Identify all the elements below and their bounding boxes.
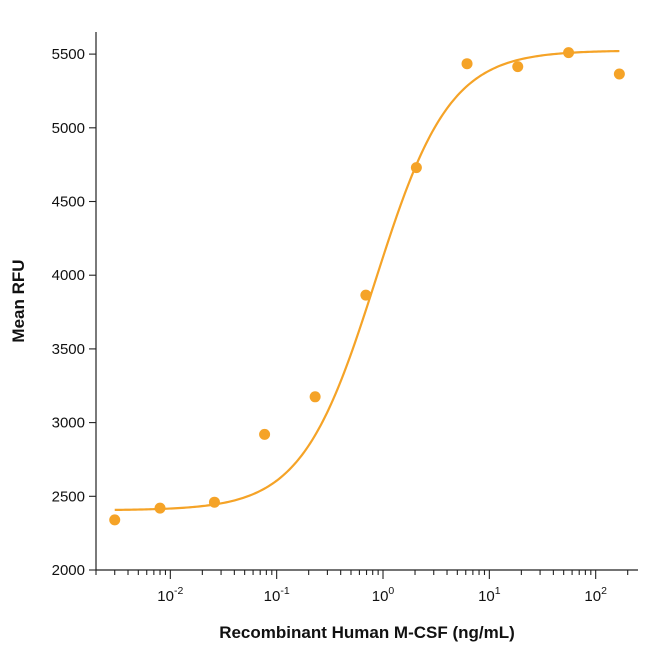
- x-tick-label: 100: [372, 585, 395, 605]
- data-point: [208, 496, 220, 508]
- x-tick-label: 102: [584, 585, 607, 605]
- x-axis-title: Recombinant Human M-CSF (ng/mL): [219, 623, 515, 642]
- x-tick-label: 101: [478, 585, 501, 605]
- fit-curve: [114, 49, 620, 512]
- y-tick-label: 3500: [52, 341, 85, 358]
- data-points-layer: [109, 47, 625, 526]
- data-point: [563, 47, 575, 59]
- data-point: [154, 502, 166, 514]
- y-tick-label: 5500: [52, 46, 85, 63]
- y-tick-label: 4000: [52, 267, 85, 284]
- x-tick-label: 10-2: [157, 585, 183, 605]
- axes: [95, 32, 638, 571]
- y-axis-title: Mean RFU: [9, 259, 28, 342]
- data-point: [109, 514, 121, 526]
- fit-curve-layer: [114, 49, 620, 512]
- y-tick-label: 3000: [52, 415, 85, 432]
- data-point: [259, 428, 271, 440]
- y-tick-label: 5000: [52, 120, 85, 137]
- x-axis-ticks: 10-2 10-1 100 101 102: [95, 570, 629, 605]
- x-tick-label: 10-1: [264, 585, 290, 605]
- data-point: [309, 391, 321, 403]
- data-point: [360, 289, 372, 301]
- data-point: [613, 68, 625, 80]
- data-point: [512, 61, 524, 73]
- y-tick-label: 2500: [52, 488, 85, 505]
- y-tick-label: 2000: [52, 562, 85, 579]
- data-point: [410, 162, 422, 174]
- y-tick-label: 4500: [52, 194, 85, 211]
- y-axis-ticks: 2000 2500 3000 3500 4000 4500 5000 5500: [52, 46, 96, 579]
- data-point: [461, 58, 473, 70]
